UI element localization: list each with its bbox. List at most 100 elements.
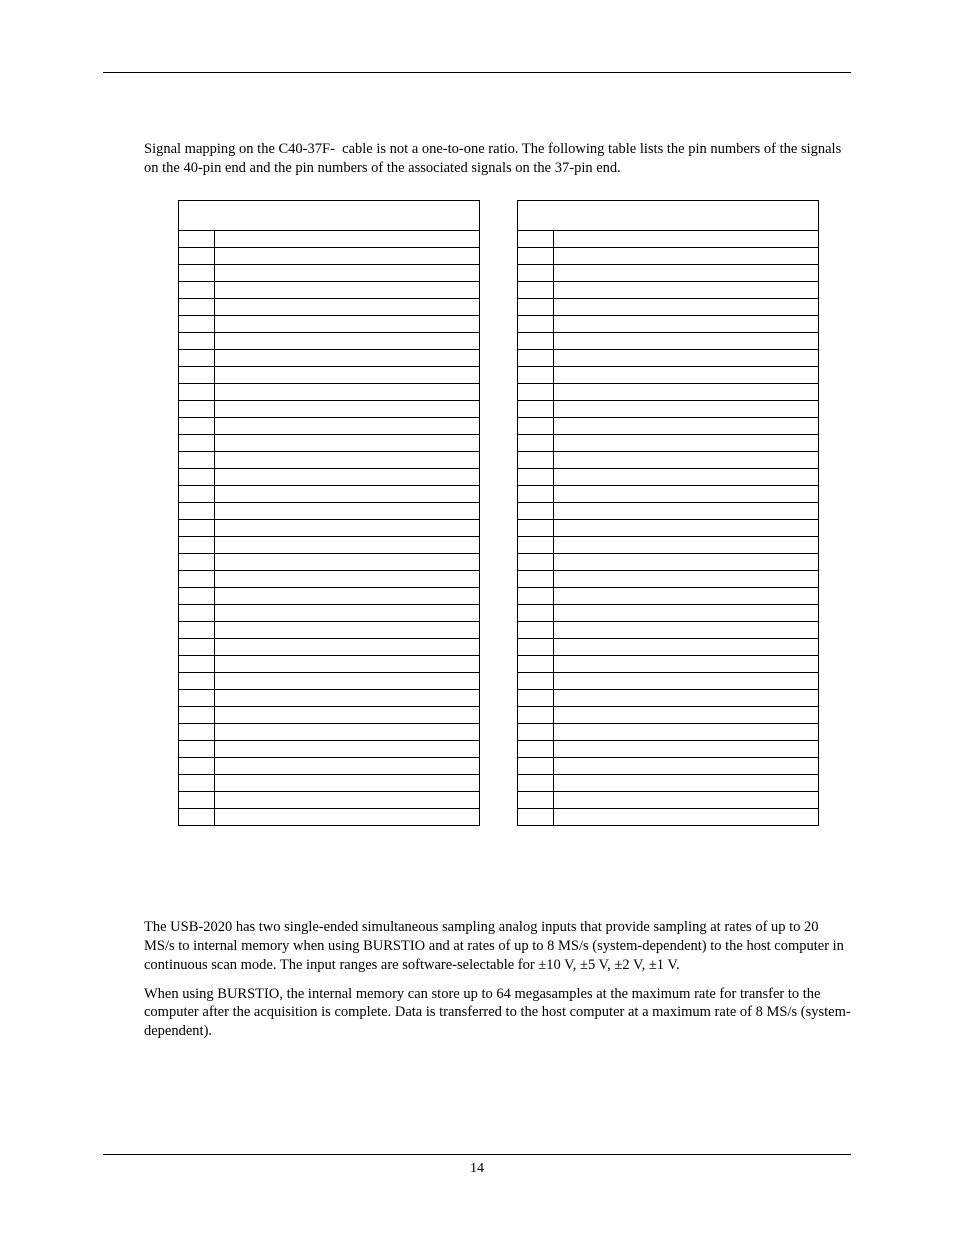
pin-cell-left — [178, 587, 214, 604]
content-region: Signal mapping on the C40-37F- cable is … — [144, 140, 851, 826]
pin-cell-right — [517, 740, 553, 757]
gap-cell — [479, 451, 517, 468]
page-number: 14 — [0, 1161, 954, 1177]
pin-cell-left — [178, 247, 214, 264]
gap-cell — [479, 383, 517, 400]
pin-cell-left — [178, 230, 214, 247]
pin-cell-left — [178, 570, 214, 587]
pin-cell-left — [178, 723, 214, 740]
signal-cell-left — [214, 298, 479, 315]
pin-cell-right — [517, 638, 553, 655]
pin-cell-left — [178, 400, 214, 417]
pin-cell-left — [178, 689, 214, 706]
gap-cell — [479, 570, 517, 587]
header-right — [517, 200, 818, 230]
signal-cell-right — [553, 502, 818, 519]
header-left — [178, 200, 479, 230]
pin-cell-right — [517, 604, 553, 621]
signal-cell-left — [214, 247, 479, 264]
gap-cell — [479, 485, 517, 502]
gap-cell — [479, 723, 517, 740]
signal-cell-right — [553, 451, 818, 468]
signal-cell-left — [214, 672, 479, 689]
pin-cell-left — [178, 366, 214, 383]
gap-cell — [479, 774, 517, 791]
signal-cell-right — [553, 366, 818, 383]
pin-cell-right — [517, 553, 553, 570]
pin-cell-right — [517, 400, 553, 417]
signal-cell-left — [214, 553, 479, 570]
signal-cell-right — [553, 723, 818, 740]
signal-cell-right — [553, 570, 818, 587]
signal-cell-right — [553, 400, 818, 417]
signal-cell-left — [214, 434, 479, 451]
pin-cell-right — [517, 570, 553, 587]
signal-cell-left — [214, 604, 479, 621]
gap-cell — [479, 791, 517, 808]
signal-cell-right — [553, 587, 818, 604]
pin-cell-right — [517, 655, 553, 672]
pin-cell-right — [517, 247, 553, 264]
table-row — [178, 553, 818, 570]
signal-cell-right — [553, 519, 818, 536]
signal-cell-left — [214, 638, 479, 655]
table-row — [178, 655, 818, 672]
pin-cell-left — [178, 298, 214, 315]
pin-cell-left — [178, 757, 214, 774]
pin-cell-right — [517, 230, 553, 247]
signal-cell-left — [214, 315, 479, 332]
pin-cell-right — [517, 281, 553, 298]
signal-cell-left — [214, 519, 479, 536]
table-header-row — [178, 200, 818, 230]
signal-cell-right — [553, 655, 818, 672]
table-row — [178, 332, 818, 349]
pin-cell-left — [178, 655, 214, 672]
pin-cell-left — [178, 774, 214, 791]
gap-cell — [479, 247, 517, 264]
table-row — [178, 706, 818, 723]
signal-cell-right — [553, 468, 818, 485]
signal-cell-left — [214, 230, 479, 247]
pin-cell-right — [517, 689, 553, 706]
pin-cell-right — [517, 774, 553, 791]
signal-cell-left — [214, 587, 479, 604]
signal-cell-left — [214, 621, 479, 638]
table-row — [178, 791, 818, 808]
signal-cell-left — [214, 366, 479, 383]
signal-cell-right — [553, 791, 818, 808]
header-gap — [479, 200, 517, 230]
signal-cell-right — [553, 553, 818, 570]
gap-cell — [479, 536, 517, 553]
signal-cell-right — [553, 298, 818, 315]
signal-cell-right — [553, 740, 818, 757]
page: Signal mapping on the C40-37F- cable is … — [0, 0, 954, 1235]
signal-cell-right — [553, 706, 818, 723]
signal-cell-left — [214, 757, 479, 774]
pin-cell-right — [517, 366, 553, 383]
signal-cell-right — [553, 281, 818, 298]
gap-cell — [479, 468, 517, 485]
pin-cell-left — [178, 791, 214, 808]
table-row — [178, 638, 818, 655]
signal-cell-right — [553, 434, 818, 451]
pin-cell-right — [517, 621, 553, 638]
signal-cell-right — [553, 757, 818, 774]
table-row — [178, 349, 818, 366]
signal-cell-left — [214, 689, 479, 706]
signal-cell-right — [553, 417, 818, 434]
table-row — [178, 468, 818, 485]
gap-cell — [479, 740, 517, 757]
table-row — [178, 366, 818, 383]
table-row — [178, 774, 818, 791]
pin-cell-right — [517, 298, 553, 315]
gap-cell — [479, 553, 517, 570]
table-row — [178, 604, 818, 621]
pin-cell-left — [178, 485, 214, 502]
pin-cell-right — [517, 502, 553, 519]
pin-cell-right — [517, 536, 553, 553]
pin-cell-right — [517, 723, 553, 740]
pin-cell-right — [517, 468, 553, 485]
footer-rule — [103, 1154, 851, 1155]
table-row — [178, 417, 818, 434]
signal-cell-left — [214, 740, 479, 757]
